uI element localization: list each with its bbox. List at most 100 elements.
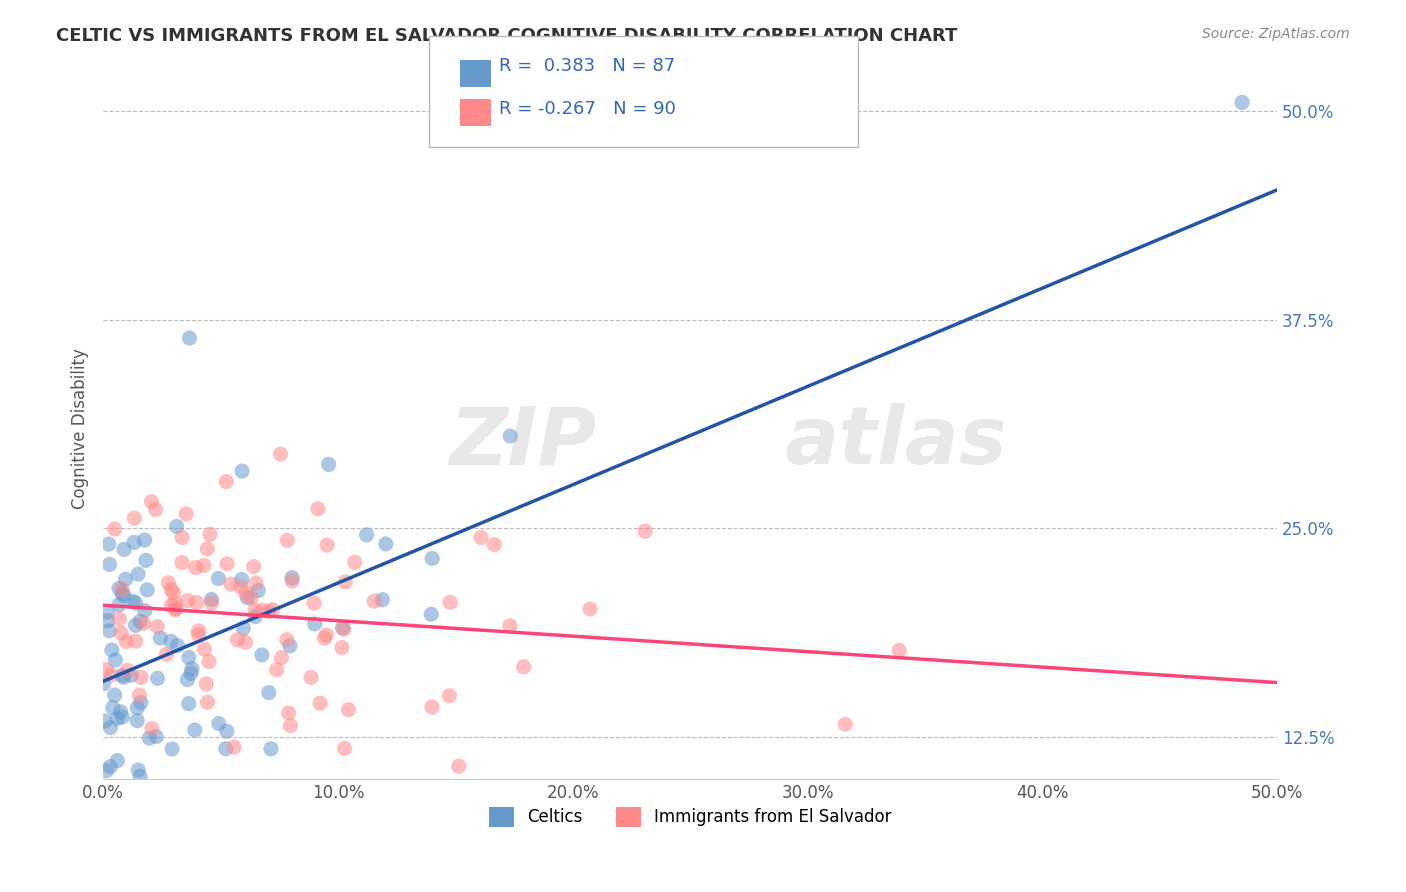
- Point: [229, 580, 252, 594]
- Point: [97, 537, 120, 551]
- Point: [172, 531, 194, 545]
- Point: [156, 839, 179, 854]
- Point: [276, 632, 298, 647]
- Point: [447, 759, 470, 773]
- Point: [240, 591, 263, 605]
- Point: [112, 542, 135, 557]
- Point: [127, 763, 149, 777]
- Point: [108, 612, 131, 626]
- Point: [371, 592, 394, 607]
- Point: [100, 721, 122, 735]
- Point: [270, 447, 292, 461]
- Point: [222, 740, 245, 755]
- Point: [114, 572, 136, 586]
- Point: [165, 602, 187, 616]
- Point: [270, 650, 292, 665]
- Point: [343, 555, 366, 569]
- Point: [198, 527, 221, 541]
- Point: [160, 599, 183, 613]
- Point: [420, 607, 443, 622]
- Legend: Celtics, Immigrants from El Salvador: Celtics, Immigrants from El Salvador: [482, 800, 898, 834]
- Point: [129, 769, 152, 783]
- Point: [111, 586, 134, 600]
- Text: ZIP: ZIP: [449, 403, 596, 481]
- Point: [112, 589, 135, 603]
- Point: [94, 714, 117, 728]
- Point: [278, 639, 301, 653]
- Point: [138, 731, 160, 745]
- Point: [124, 634, 146, 648]
- Y-axis label: Cognitive Disability: Cognitive Disability: [72, 348, 89, 508]
- Point: [110, 626, 132, 640]
- Point: [200, 592, 222, 607]
- Point: [235, 635, 257, 649]
- Point: [145, 502, 167, 516]
- Point: [163, 596, 186, 610]
- Point: [134, 604, 156, 618]
- Point: [124, 511, 146, 525]
- Point: [146, 671, 169, 685]
- Point: [111, 710, 134, 724]
- Point: [409, 797, 432, 811]
- Point: [177, 697, 200, 711]
- Point: [215, 724, 238, 739]
- Point: [184, 560, 207, 574]
- Text: Source: ZipAtlas.com: Source: ZipAtlas.com: [1202, 27, 1350, 41]
- Point: [96, 605, 118, 619]
- Point: [314, 631, 336, 645]
- Point: [181, 662, 204, 676]
- Text: atlas: atlas: [785, 403, 1007, 481]
- Point: [135, 553, 157, 567]
- Point: [127, 700, 149, 714]
- Point: [217, 557, 239, 571]
- Point: [127, 714, 149, 728]
- Point: [634, 524, 657, 539]
- Point: [235, 586, 257, 600]
- Point: [129, 696, 152, 710]
- Point: [333, 741, 356, 756]
- Point: [470, 531, 492, 545]
- Point: [281, 571, 304, 585]
- Point: [245, 576, 267, 591]
- Point: [162, 788, 184, 802]
- Point: [484, 538, 506, 552]
- Point: [245, 609, 267, 624]
- Point: [121, 594, 143, 608]
- Point: [439, 689, 461, 703]
- Point: [166, 639, 188, 653]
- Point: [187, 628, 209, 642]
- Point: [97, 614, 120, 628]
- Point: [243, 603, 266, 617]
- Point: [315, 628, 337, 642]
- Point: [160, 582, 183, 597]
- Point: [420, 700, 443, 714]
- Point: [111, 582, 134, 597]
- Point: [101, 700, 124, 714]
- Point: [136, 582, 159, 597]
- Point: [186, 595, 208, 609]
- Point: [176, 673, 198, 687]
- Point: [333, 622, 356, 636]
- Point: [115, 634, 138, 648]
- Point: [124, 618, 146, 632]
- Point: [160, 742, 183, 756]
- Point: [98, 624, 121, 638]
- Point: [215, 475, 238, 489]
- Point: [132, 616, 155, 631]
- Point: [129, 670, 152, 684]
- Point: [280, 718, 302, 732]
- Point: [337, 703, 360, 717]
- Point: [134, 533, 156, 547]
- Point: [100, 668, 122, 682]
- Point: [104, 522, 127, 536]
- Point: [194, 792, 217, 806]
- Point: [260, 741, 283, 756]
- Point: [257, 605, 280, 619]
- Point: [356, 528, 378, 542]
- Point: [110, 705, 132, 719]
- Point: [889, 643, 911, 657]
- Point: [145, 730, 167, 744]
- Point: [162, 586, 184, 600]
- Point: [257, 685, 280, 699]
- Point: [231, 464, 253, 478]
